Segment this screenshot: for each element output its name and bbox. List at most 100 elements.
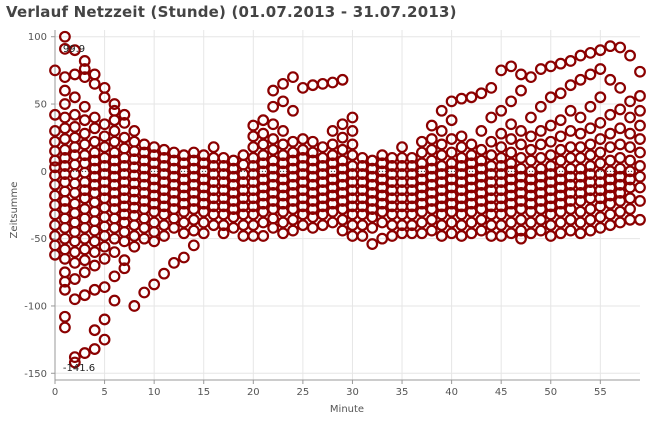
- data-point: [435, 125, 448, 137]
- data-point: [287, 224, 299, 237]
- data-point: [118, 262, 131, 275]
- data-point: [475, 213, 488, 226]
- data-point: [59, 252, 71, 265]
- data-point: [515, 125, 527, 137]
- annotation-label: 99.9: [63, 44, 85, 55]
- data-point: [366, 221, 379, 234]
- data-point: [544, 91, 557, 104]
- data-point: [108, 98, 121, 110]
- data-point: [68, 91, 81, 104]
- data-point: [495, 104, 508, 117]
- data-point: [98, 333, 111, 346]
- data-point: [634, 160, 646, 172]
- data-point: [624, 203, 636, 215]
- data-point: [564, 104, 577, 117]
- data-point: [445, 114, 458, 127]
- data-point: [515, 138, 527, 151]
- data-point: [534, 213, 547, 226]
- annotation-label: -141.6: [63, 363, 95, 374]
- y-tick-label: 50: [34, 100, 47, 111]
- x-tick-label: 25: [297, 387, 310, 398]
- x-tick-label: 40: [445, 387, 458, 398]
- data-point: [614, 103, 627, 116]
- data-point: [326, 138, 339, 151]
- data-point: [554, 114, 567, 127]
- data-point: [68, 273, 81, 285]
- data-point: [88, 235, 101, 248]
- data-point: [68, 121, 81, 133]
- data-point: [68, 108, 81, 121]
- x-tick-label: 10: [148, 387, 161, 398]
- data-point: [88, 122, 101, 135]
- data-point: [614, 81, 627, 94]
- data-point: [505, 157, 518, 170]
- data-point: [425, 133, 438, 145]
- data-point: [475, 143, 488, 156]
- data-point: [525, 71, 537, 84]
- data-point: [68, 356, 81, 369]
- data-point: [495, 127, 508, 140]
- data-point: [108, 125, 121, 137]
- data-point: [68, 293, 81, 306]
- data-point: [98, 118, 111, 131]
- data-point: [505, 133, 518, 145]
- data-point: [406, 151, 418, 164]
- data-point: [455, 130, 468, 143]
- data-point: [59, 310, 71, 323]
- data-point: [108, 221, 121, 234]
- data-point: [247, 119, 260, 132]
- data-point: [108, 270, 121, 283]
- y-tick-label: 0: [41, 167, 47, 178]
- data-point: [554, 87, 567, 100]
- data-point: [336, 224, 349, 237]
- data-point: [78, 127, 91, 140]
- data-point: [624, 141, 636, 154]
- data-point: [118, 254, 131, 267]
- data-point: [197, 227, 210, 240]
- data-point: [564, 55, 577, 67]
- data-point: [108, 146, 121, 159]
- data-point: [78, 289, 91, 302]
- data-point: [574, 127, 587, 140]
- data-point: [634, 181, 646, 194]
- data-point: [108, 135, 121, 148]
- y-tick-label: -100: [24, 301, 47, 312]
- data-point: [217, 227, 230, 240]
- data-point: [614, 186, 627, 199]
- data-point: [584, 138, 597, 151]
- x-tick-label: 55: [594, 387, 607, 398]
- data-point: [594, 63, 607, 75]
- x-tick-label: 20: [247, 387, 260, 398]
- data-point: [485, 81, 498, 94]
- data-point: [158, 230, 170, 242]
- data-point: [574, 111, 587, 124]
- annotations: 99.9 -141.6: [63, 44, 95, 374]
- data-point: [485, 135, 498, 148]
- data-point: [574, 73, 587, 86]
- data-point: [257, 138, 270, 151]
- data-point: [445, 146, 458, 159]
- chart-title: Verlauf Netzzeit (Stunde) (01.07.2013 - …: [6, 3, 457, 21]
- data-point: [277, 77, 289, 90]
- data-point: [287, 104, 299, 117]
- data-point: [475, 224, 488, 237]
- x-tick-label: 30: [346, 387, 359, 398]
- data-point: [614, 41, 627, 54]
- data-point: [257, 127, 270, 140]
- data-point: [435, 104, 448, 117]
- data-point: [306, 146, 319, 159]
- data-point: [88, 224, 101, 237]
- data-point: [49, 248, 61, 261]
- data-point: [98, 130, 111, 143]
- data-point: [128, 300, 141, 312]
- data-point: [604, 108, 617, 121]
- data-point: [78, 347, 91, 359]
- data-point: [267, 100, 280, 113]
- data-point: [49, 208, 61, 221]
- data-point: [148, 235, 161, 248]
- data-point: [346, 138, 359, 151]
- data-point: [465, 138, 478, 151]
- data-point: [465, 91, 478, 104]
- y-axis-title: Zeitsumme: [9, 182, 20, 239]
